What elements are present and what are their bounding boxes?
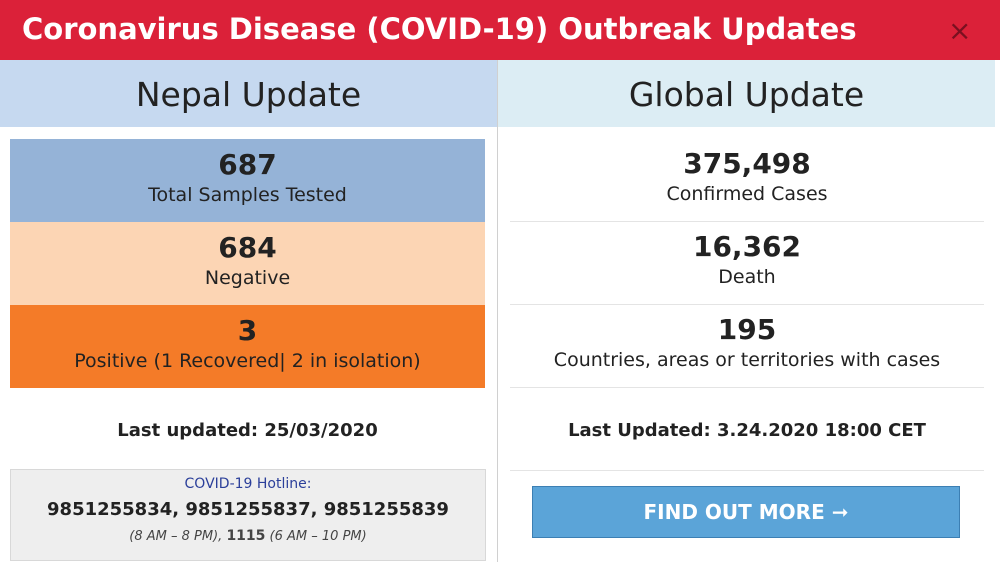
global-heading: Global Update	[498, 60, 995, 127]
stat-label: Confirmed Cases	[666, 183, 828, 205]
stat-box: 3 Positive (1 Recovered| 2 in isolation)	[10, 305, 485, 388]
stat-number: 375,498	[683, 147, 811, 180]
stat-label: Total Samples Tested	[148, 184, 347, 206]
stat-label: Death	[718, 266, 776, 288]
stat-box: 684 Negative	[10, 222, 485, 305]
close-button[interactable]: ×	[948, 14, 972, 47]
stat-row: 375,498 Confirmed Cases	[510, 138, 984, 222]
hotline-numbers: 9851255834, 9851255837, 9851255839	[47, 499, 449, 520]
hours: (8 AM – 8 PM),	[129, 529, 223, 544]
hotline-number: 1115	[226, 528, 266, 544]
stat-box: 687 Total Samples Tested	[10, 139, 485, 222]
find-out-more-button[interactable]: FIND OUT MORE ➞	[532, 486, 960, 538]
stat-number: 16,362	[692, 230, 802, 263]
hours: (6 AM – 10 PM)	[269, 529, 367, 544]
stat-label: Negative	[204, 267, 291, 289]
header-bar	[0, 0, 1000, 60]
hotline-label: COVID-19 Hotline:	[184, 476, 312, 492]
divider	[497, 60, 498, 562]
stat-number: 3	[237, 314, 258, 347]
stat-number: 195	[717, 313, 777, 346]
stat-label: Positive (1 Recovered| 2 in isolation)	[74, 350, 421, 372]
stat-row: 16,362 Death	[510, 221, 984, 305]
popup-title: Coronavirus Disease (COVID-19) Outbreak …	[22, 12, 857, 46]
stat-label: Countries, areas or territories with cas…	[553, 349, 941, 371]
stat-number: 687	[218, 148, 277, 181]
hotline-hours: (8 AM – 8 PM), 1115 (6 AM – 10 PM)	[11, 528, 485, 544]
stat-row: 195 Countries, areas or territories with…	[510, 304, 984, 388]
separator	[510, 470, 984, 471]
nepal-heading: Nepal Update	[0, 60, 497, 127]
last-updated: Last updated: 25/03/2020	[117, 420, 378, 441]
hotline-box: COVID-19 Hotline: 9851255834, 9851255837…	[10, 469, 486, 561]
stat-number: 684	[218, 231, 277, 264]
last-updated: Last Updated: 3.24.2020 18:00 CET	[568, 420, 926, 441]
